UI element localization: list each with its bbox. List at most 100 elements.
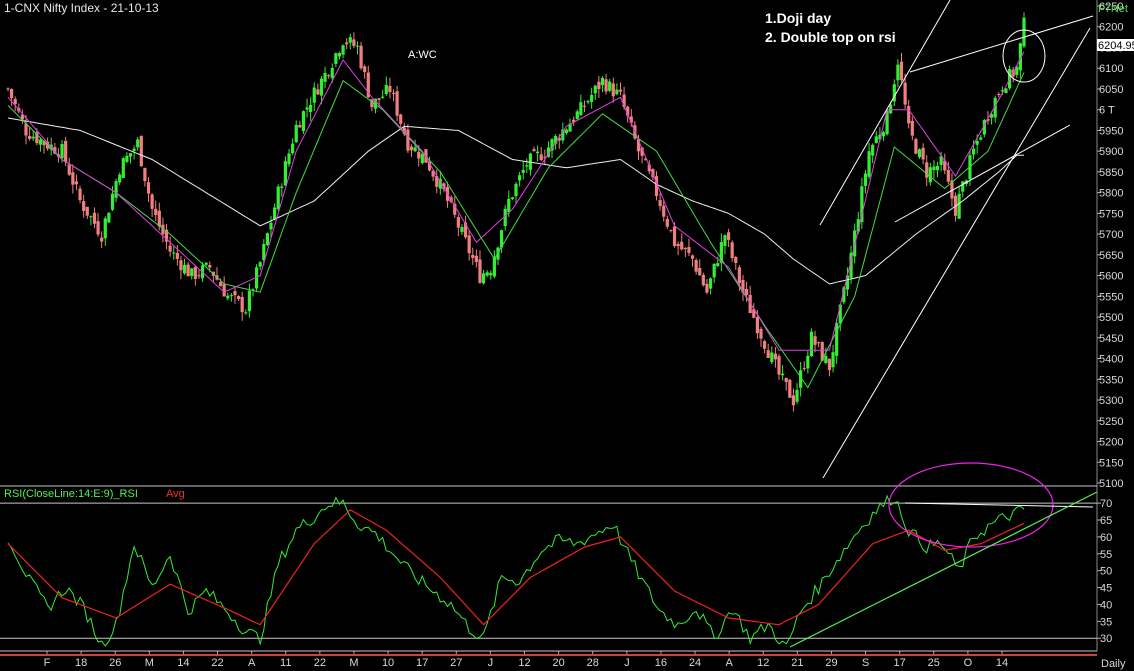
candle-body xyxy=(561,129,565,141)
x-tick-label: 10 xyxy=(382,657,394,669)
candle-body xyxy=(316,89,320,95)
x-tick-label: 12 xyxy=(518,657,530,669)
candle-body xyxy=(453,203,457,215)
candle-up xyxy=(608,78,612,93)
candle-down xyxy=(766,343,770,359)
candle-up xyxy=(982,119,986,138)
annotation-note-1: 1.Doji day xyxy=(765,10,831,26)
candle-down xyxy=(143,167,147,187)
rsi-tick-label: 55 xyxy=(1100,549,1112,561)
candle-up xyxy=(799,361,803,397)
candle-body xyxy=(726,232,731,240)
candle-body xyxy=(67,164,71,175)
candle-body xyxy=(413,147,417,152)
candle-body xyxy=(273,207,277,220)
candle-body xyxy=(309,104,313,112)
candle-body xyxy=(31,136,35,139)
x-tick-label: 28 xyxy=(587,657,599,669)
candle-body xyxy=(229,295,233,297)
candle-up xyxy=(294,120,298,143)
candle-up xyxy=(258,261,262,271)
x-tick-label: 16 xyxy=(655,657,667,669)
moving-average-series xyxy=(7,51,1025,389)
candle-body xyxy=(6,88,10,90)
candle-body xyxy=(593,85,597,94)
candle-up xyxy=(845,267,850,297)
candle-down xyxy=(543,149,547,165)
candle-up xyxy=(309,97,313,122)
candle-up xyxy=(809,328,814,357)
candle-body xyxy=(82,201,86,211)
x-tick-label: J xyxy=(488,657,494,669)
candle-body xyxy=(827,358,832,371)
candle-down xyxy=(943,153,947,175)
candle-down xyxy=(914,137,918,155)
candle-down xyxy=(604,74,608,95)
candle-body xyxy=(755,317,759,334)
candle-body xyxy=(838,304,842,324)
candle-down xyxy=(474,249,478,268)
candle-body xyxy=(975,140,979,145)
candle-body xyxy=(460,227,464,233)
candle-down xyxy=(193,264,197,286)
candle-body xyxy=(784,377,788,383)
candle-body xyxy=(20,114,25,120)
x-tick-label: 22 xyxy=(211,657,223,669)
candle-body xyxy=(932,166,936,171)
candle-body xyxy=(528,153,533,170)
candle-body xyxy=(863,173,868,186)
price-tick-label: 5550 xyxy=(1099,291,1123,303)
candle-up xyxy=(114,178,118,203)
candle-up xyxy=(593,84,597,100)
candle-body xyxy=(402,127,406,134)
candle-up xyxy=(723,234,727,255)
candle-body xyxy=(265,233,270,245)
candle-down xyxy=(572,116,576,126)
candle-body xyxy=(244,312,248,314)
candle-down xyxy=(597,75,601,98)
candle-down xyxy=(316,83,320,96)
price-tick-label: 5250 xyxy=(1099,416,1123,428)
candle-body xyxy=(665,218,669,227)
candle-body xyxy=(442,183,446,190)
candle-down xyxy=(802,361,806,372)
candle-body xyxy=(514,183,518,197)
trend-annotations xyxy=(819,0,1094,479)
channel-lower-line xyxy=(822,27,1091,479)
candle-up xyxy=(460,224,464,236)
candle-up xyxy=(849,245,853,284)
candle-up xyxy=(590,87,594,109)
x-tick-label: 24 xyxy=(689,657,701,669)
candle-body xyxy=(467,235,471,254)
candle-down xyxy=(903,73,907,109)
candle-up xyxy=(204,261,208,267)
last-price-value: 6204.95 xyxy=(1098,40,1134,52)
candle-up xyxy=(1004,88,1008,94)
candle-body xyxy=(388,85,392,93)
candle-down xyxy=(827,358,832,377)
rsi-tick-label: 50 xyxy=(1100,566,1112,578)
candle-body xyxy=(420,153,424,164)
candle-body xyxy=(669,229,673,231)
candle-body xyxy=(71,172,75,185)
candle-body xyxy=(236,296,241,300)
candle-body xyxy=(193,266,197,279)
candle-body xyxy=(943,160,947,171)
candle-up xyxy=(518,171,522,187)
candle-body xyxy=(946,169,950,182)
ema-long-line xyxy=(7,117,1024,285)
candle-down xyxy=(662,199,666,222)
rsi-tick-label: 35 xyxy=(1100,616,1112,628)
candle-body xyxy=(489,272,493,276)
candle-body xyxy=(157,210,161,227)
candle-down xyxy=(658,193,662,211)
candle-body xyxy=(247,290,251,312)
candle-down xyxy=(74,174,79,191)
candle-body xyxy=(10,89,14,99)
candle-up xyxy=(546,141,551,158)
candle-body xyxy=(744,289,749,295)
x-tick-label: 12 xyxy=(757,657,769,669)
candle-body xyxy=(85,206,89,216)
candle-body xyxy=(795,389,799,402)
candle-body xyxy=(406,129,410,151)
